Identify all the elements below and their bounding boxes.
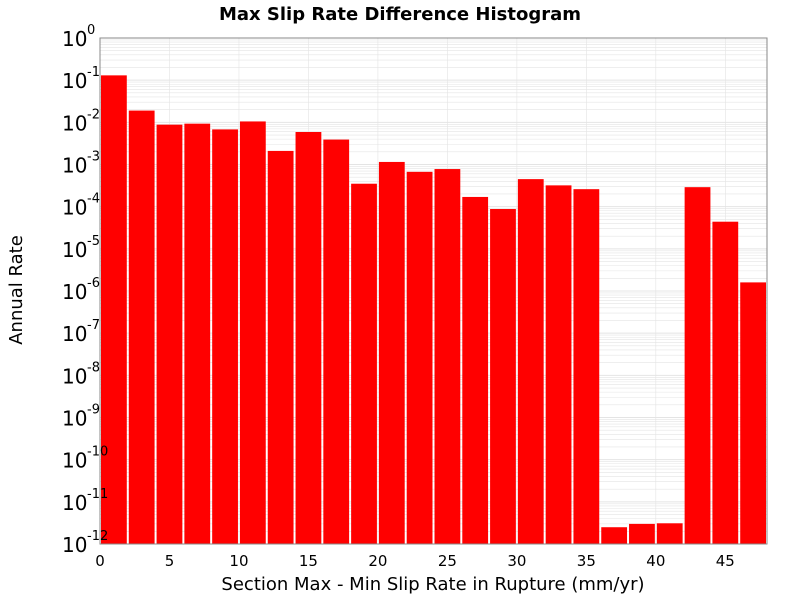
y-tick-labels: 10 010 -110 -210 -310 -410 -510 -610 -710 -810 -91… — [62, 23, 108, 557]
y-tick-label: 10 -3 — [62, 150, 100, 178]
y-tick-base: 10 — [62, 449, 87, 473]
y-tick-base: 10 — [62, 27, 87, 51]
y-tick-label: 10 -9 — [62, 403, 100, 431]
y-tick-base: 10 — [62, 533, 87, 557]
histogram-bar — [128, 110, 155, 544]
chart-title: Max Slip Rate Difference Histogram — [219, 4, 581, 25]
y-tick-exponent: -5 — [87, 234, 100, 249]
y-tick-label: 10 -12 — [62, 529, 108, 557]
histogram-bar — [573, 189, 600, 544]
y-tick-label: 10 -11 — [62, 487, 108, 515]
y-tick-exponent: -10 — [87, 445, 108, 460]
y-tick-label: 10 -2 — [62, 107, 100, 135]
histogram-bar — [212, 129, 238, 544]
y-tick-base: 10 — [62, 154, 87, 178]
y-tick-label: 10 -6 — [62, 276, 100, 304]
y-tick-label: 10 -8 — [62, 360, 100, 388]
histogram-bar — [712, 221, 739, 544]
x-tick-label: 30 — [507, 552, 526, 570]
histogram-bar — [740, 282, 766, 544]
y-tick-exponent: -8 — [87, 360, 100, 375]
plot-area — [99, 37, 768, 545]
histogram-bar — [156, 124, 183, 544]
y-tick-base: 10 — [62, 280, 87, 304]
histogram-bar — [378, 161, 405, 545]
y-tick-base: 10 — [62, 69, 87, 93]
histogram-bar — [462, 196, 489, 544]
x-tick-label: 25 — [438, 552, 457, 570]
histogram-bar — [656, 523, 683, 544]
y-tick-exponent: -3 — [87, 150, 100, 165]
grid — [99, 38, 767, 545]
y-tick-exponent: -9 — [87, 403, 100, 418]
y-tick-base: 10 — [62, 196, 87, 220]
y-tick-base: 10 — [62, 111, 87, 135]
y-tick-label: 10 -7 — [62, 318, 100, 346]
histogram-bar — [629, 523, 655, 544]
y-tick-label: 10 -1 — [62, 65, 100, 93]
histogram-bar — [434, 169, 461, 544]
y-tick-label: 10 0 — [62, 23, 95, 51]
x-tick-label: 15 — [299, 552, 318, 570]
y-tick-exponent: -2 — [87, 107, 100, 122]
x-tick-label: 5 — [165, 552, 175, 570]
y-tick-base: 10 — [62, 238, 87, 262]
x-tick-label: 0 — [95, 552, 105, 570]
y-tick-exponent: -7 — [87, 318, 100, 333]
x-axis-label: Section Max - Min Slip Rate in Rupture (… — [221, 574, 644, 595]
histogram-bar — [601, 527, 628, 544]
histogram-bar — [684, 187, 711, 544]
histogram-bar — [101, 75, 127, 544]
y-tick-exponent: -11 — [87, 487, 108, 502]
y-tick-label: 10 -5 — [62, 234, 100, 262]
y-tick-label: 10 -4 — [62, 192, 100, 220]
y-tick-exponent: -6 — [87, 276, 100, 291]
x-tick-label: 45 — [716, 552, 735, 570]
histogram-bar — [490, 209, 516, 545]
histogram-bar — [351, 183, 377, 544]
y-axis-label: Annual Rate — [6, 235, 27, 345]
x-tick-label: 10 — [229, 552, 248, 570]
histogram-bar — [517, 179, 544, 545]
y-tick-base: 10 — [62, 364, 87, 388]
x-tick-label: 20 — [368, 552, 387, 570]
histogram-bar — [239, 121, 266, 544]
y-tick-base: 10 — [62, 407, 87, 431]
histogram-bar — [406, 171, 433, 544]
y-tick-base: 10 — [62, 322, 87, 346]
y-tick-label: 10 -10 — [62, 445, 108, 473]
histogram-bar — [545, 185, 572, 544]
x-tick-label: 40 — [646, 552, 665, 570]
histogram-bar — [295, 131, 322, 545]
y-tick-exponent: -1 — [87, 65, 100, 80]
histogram-bar — [323, 139, 350, 544]
x-tick-labels: 0 5 10 15 20 25 30 35 40 45 — [95, 552, 735, 570]
histogram-bar — [184, 123, 211, 545]
y-tick-exponent: 0 — [87, 23, 95, 38]
y-tick-exponent: -4 — [87, 192, 100, 207]
bars — [101, 75, 766, 545]
x-tick-label: 35 — [577, 552, 596, 570]
histogram-bar — [267, 150, 294, 544]
y-tick-base: 10 — [62, 491, 87, 515]
y-tick-exponent: -12 — [87, 529, 108, 544]
